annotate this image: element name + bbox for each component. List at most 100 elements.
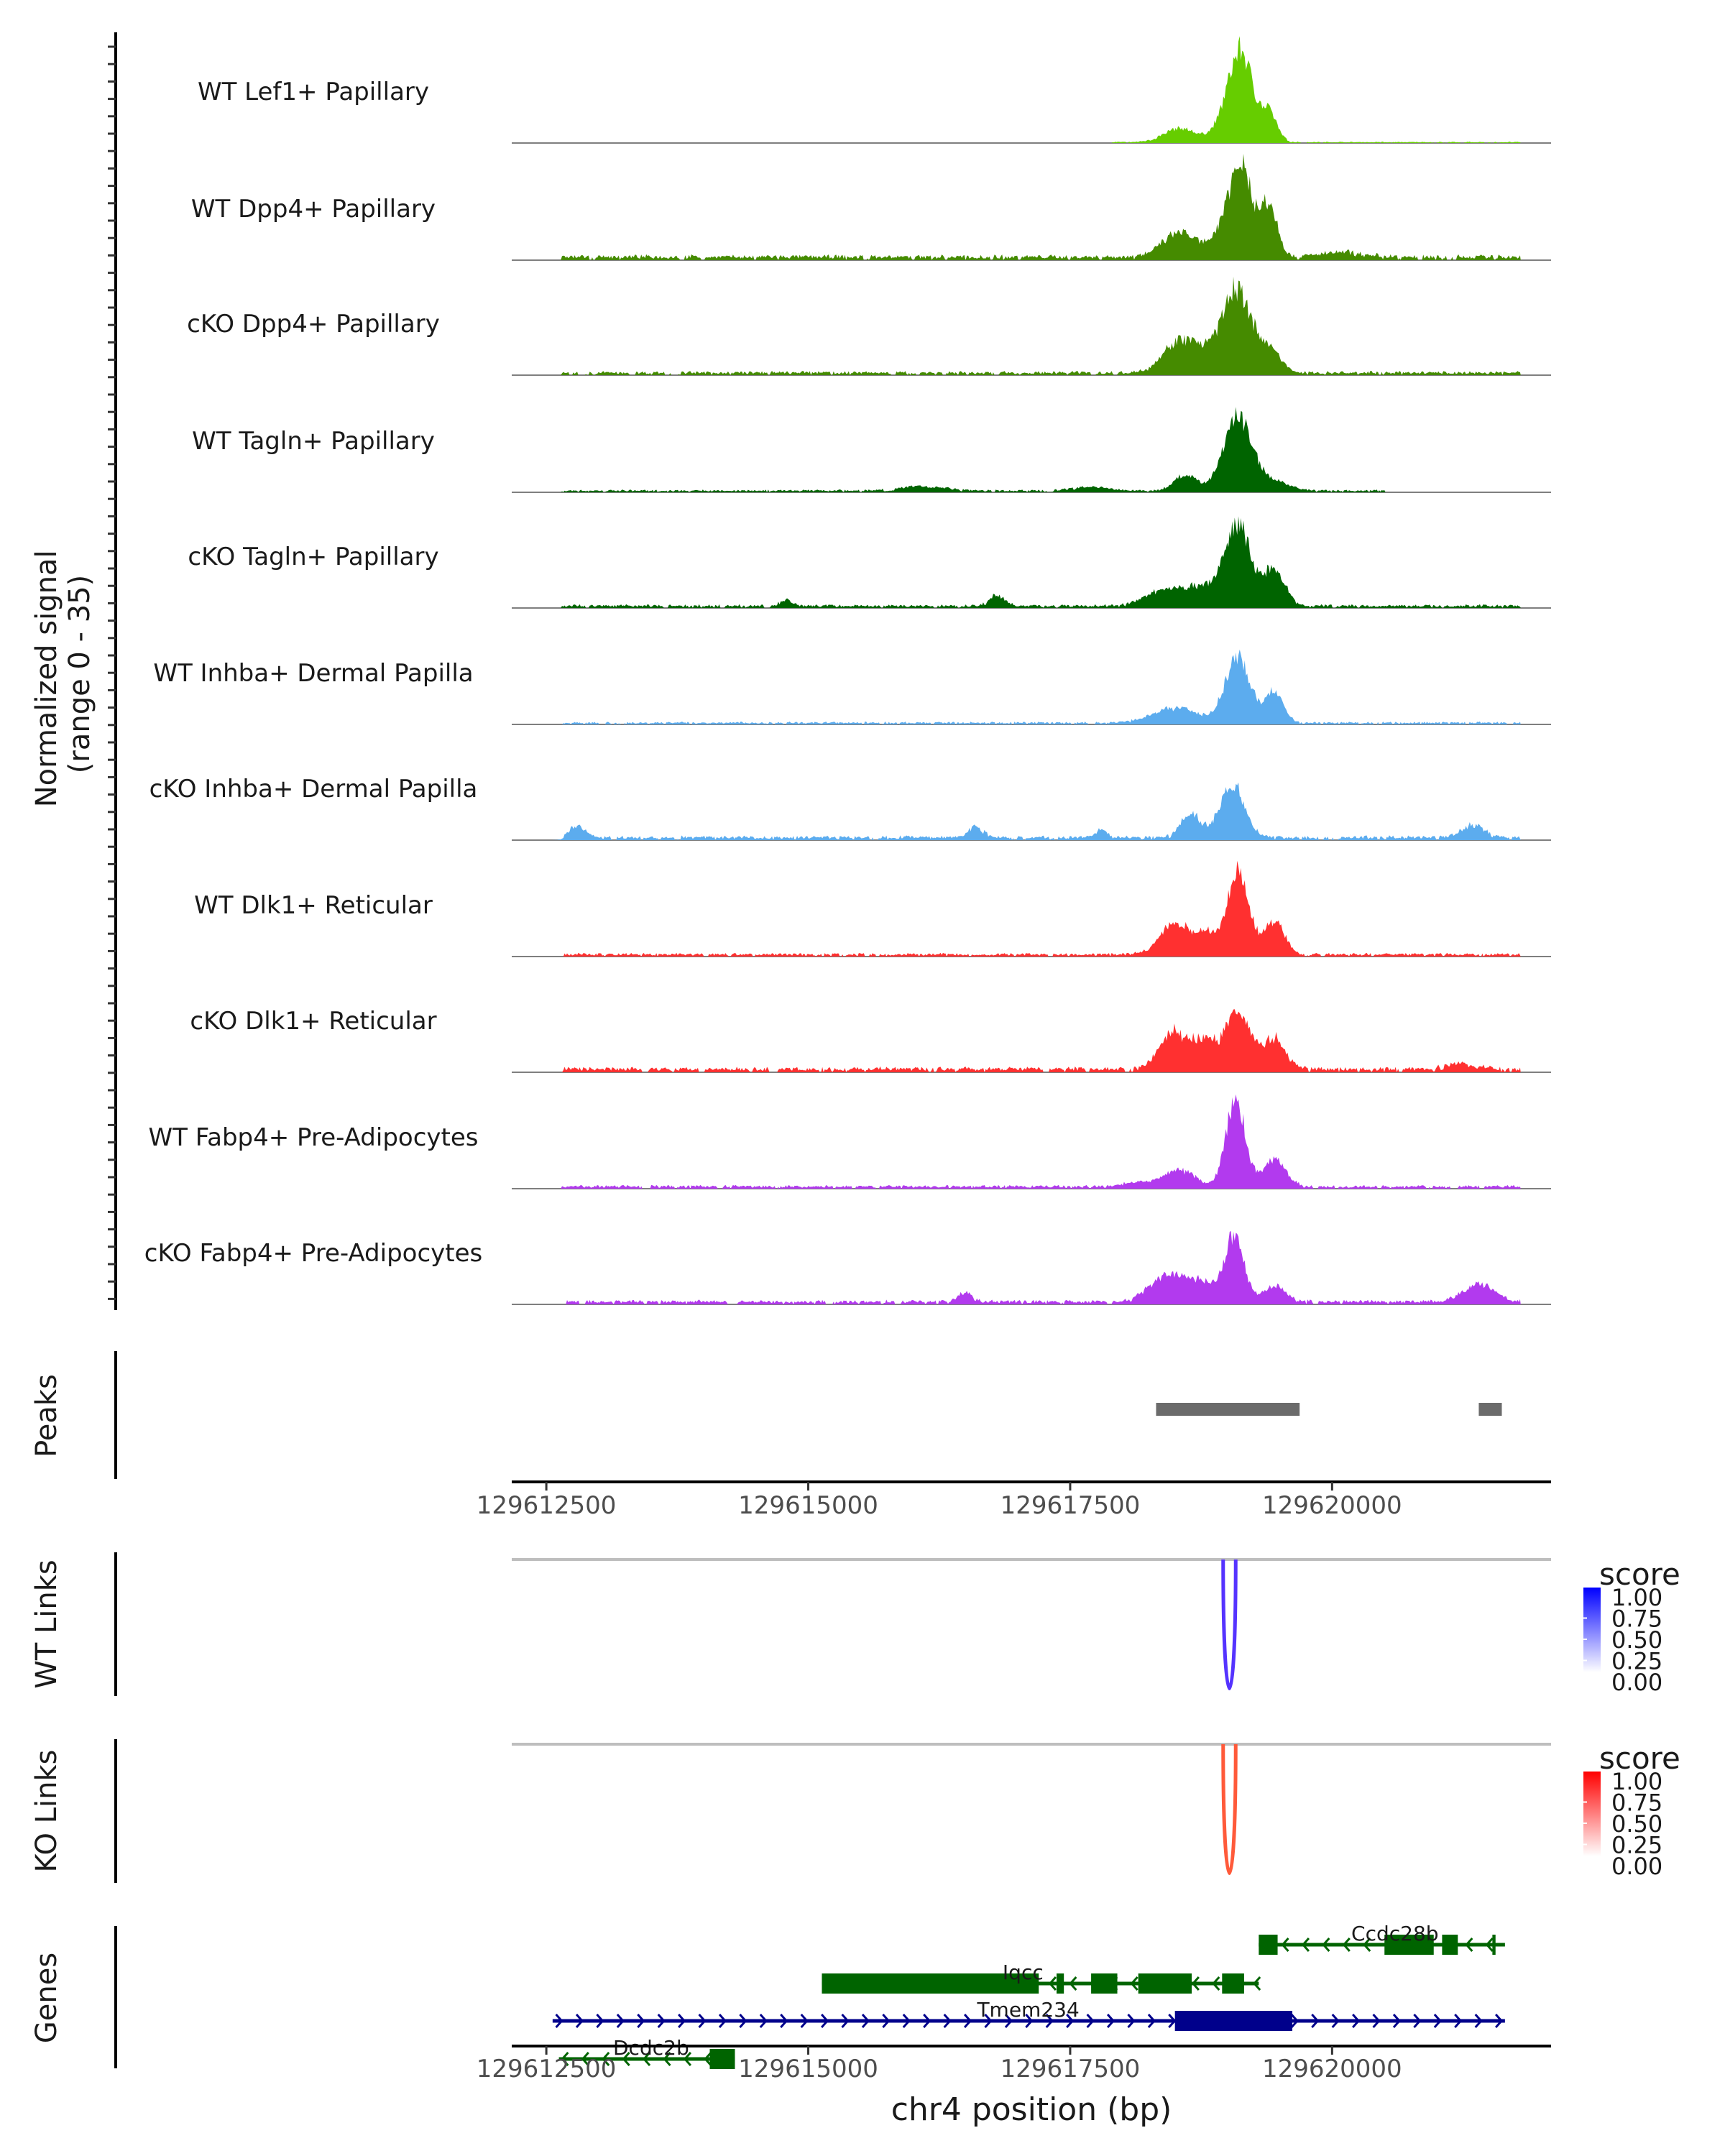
track-label: cKO Dpp4+ Papillary bbox=[187, 310, 440, 338]
legend-label: 0.00 bbox=[1611, 1853, 1662, 1880]
strand-arrow-icon bbox=[704, 2052, 712, 2066]
strand-arrow-icon bbox=[943, 2014, 952, 2028]
signal-y-label: Normalized signal (range 0 - 35) bbox=[30, 541, 96, 808]
strand-arrow-icon bbox=[1212, 1976, 1220, 1991]
genes-track: Ccdc28b Iqcc Tmem234 Dcdc2b bbox=[552, 1922, 1505, 2069]
strand-arrow-icon bbox=[1465, 1938, 1473, 1952]
legend-label: 0.25 bbox=[1611, 1832, 1662, 1859]
strand-arrow-icon bbox=[1342, 1938, 1351, 1952]
gene-exon bbox=[1056, 1973, 1064, 1994]
strand-arrow-icon bbox=[596, 2014, 604, 2028]
strand-arrow-icon bbox=[718, 2014, 727, 2028]
strand-arrow-icon bbox=[841, 2014, 850, 2028]
strand-arrow-icon bbox=[1253, 1976, 1261, 1991]
legend-label: 0.25 bbox=[1611, 1648, 1662, 1675]
strand-arrow-icon bbox=[1290, 2014, 1299, 2028]
strand-arrow-icon bbox=[1301, 1938, 1310, 1952]
track-signal-area bbox=[512, 407, 1521, 492]
track-11: cKO Fabp4+ Pre-Adipocytes bbox=[144, 1230, 1551, 1305]
track-9: cKO Dlk1+ Reticular bbox=[190, 1007, 1551, 1073]
track-label: WT Dpp4+ Papillary bbox=[191, 195, 436, 224]
strand-arrow-icon bbox=[759, 2014, 768, 2028]
ko-score-legend: score 1.000.750.500.250.00 bbox=[1583, 1741, 1680, 1880]
strand-arrow-icon bbox=[1086, 2014, 1095, 2028]
track-signal-area bbox=[512, 782, 1521, 840]
strand-arrow-icon bbox=[1130, 1976, 1138, 1991]
strand-arrow-icon bbox=[800, 2014, 809, 2028]
gene-exon bbox=[1442, 1935, 1458, 1955]
strand-arrow-icon bbox=[602, 2052, 610, 2066]
gene-exon bbox=[1259, 1935, 1278, 1955]
wt-links-label: WT Links bbox=[30, 1560, 63, 1688]
track-10: WT Fabp4+ Pre-Adipocytes bbox=[149, 1094, 1551, 1189]
strand-arrow-icon bbox=[1106, 2014, 1116, 2028]
strand-arrow-icon bbox=[663, 2052, 671, 2066]
gene-name-label: Dcdc2b bbox=[613, 2036, 689, 2060]
strand-arrow-icon bbox=[643, 2052, 651, 2066]
ko-legend-title: score bbox=[1599, 1741, 1680, 1776]
x-tick-label: 129617500 bbox=[1000, 1491, 1141, 1520]
gene-name-label: Ccdc28b bbox=[1351, 1922, 1439, 1945]
link-arc bbox=[1221, 1559, 1238, 1690]
link-arc bbox=[1221, 1743, 1238, 1875]
ko-links-label: KO Links bbox=[30, 1750, 63, 1873]
gene-tmem234: Tmem234 bbox=[552, 1998, 1505, 2031]
gene-ccdc28b: Ccdc28b bbox=[1259, 1922, 1505, 1955]
gene-exon bbox=[1222, 1973, 1244, 1994]
gene-exon bbox=[822, 1973, 1039, 1994]
track-signal-area bbox=[512, 1094, 1521, 1189]
strand-arrow-icon bbox=[882, 2014, 891, 2028]
strand-arrow-icon bbox=[1331, 2014, 1340, 2028]
strand-arrow-icon bbox=[1048, 1976, 1057, 1991]
ko-links-track bbox=[1221, 1743, 1238, 1875]
track-5: cKO Tagln+ Papillary bbox=[188, 516, 1551, 609]
strand-arrow-icon bbox=[622, 2052, 630, 2066]
strand-arrow-icon bbox=[1454, 2014, 1463, 2028]
strand-arrow-icon bbox=[581, 2052, 589, 2066]
strand-arrow-icon bbox=[1191, 1976, 1200, 1991]
strand-arrow-icon bbox=[561, 2052, 569, 2066]
strand-arrow-icon bbox=[1127, 2014, 1136, 2028]
track-label: cKO Dlk1+ Reticular bbox=[190, 1007, 436, 1036]
track-label: cKO Inhba+ Dermal Papilla bbox=[150, 775, 478, 803]
x-tick-label: 129620000 bbox=[1262, 1491, 1402, 1520]
legend-label: 1.00 bbox=[1611, 1584, 1662, 1611]
track-label: cKO Fabp4+ Pre-Adipocytes bbox=[144, 1239, 483, 1268]
x-tick-label: 129617500 bbox=[1000, 2055, 1141, 2083]
track-label: WT Fabp4+ Pre-Adipocytes bbox=[149, 1123, 479, 1152]
strand-arrow-icon bbox=[1363, 1938, 1371, 1952]
track-signal-area bbox=[512, 1230, 1521, 1304]
x-axis-title: chr4 position (bp) bbox=[891, 2091, 1172, 2128]
legend-label: 0.00 bbox=[1611, 1669, 1662, 1696]
x-tick-label: 129612500 bbox=[477, 2055, 617, 2083]
track-signal-area bbox=[512, 649, 1521, 724]
gene-exon bbox=[1138, 1973, 1192, 1994]
strand-arrow-icon bbox=[963, 2014, 972, 2028]
gene-name-label: Tmem234 bbox=[976, 1998, 1079, 2022]
track-signal-area bbox=[512, 516, 1521, 608]
strand-arrow-icon bbox=[1147, 2014, 1156, 2028]
legend-label: 0.50 bbox=[1611, 1810, 1662, 1838]
wt-score-legend: score 1.000.750.500.250.00 bbox=[1583, 1557, 1680, 1696]
legend-label: 0.50 bbox=[1611, 1626, 1662, 1654]
x-axis-upper: 129612500 129615000 129617500 129620000 bbox=[477, 1482, 1402, 1520]
strand-arrow-icon bbox=[902, 2014, 911, 2028]
x-tick-label: 129615000 bbox=[738, 2055, 878, 2083]
track-label: WT Tagln+ Papillary bbox=[192, 427, 435, 456]
signal-axis-ticks bbox=[108, 45, 116, 1300]
strand-arrow-icon bbox=[555, 2014, 564, 2028]
signal-y-label-line1: Normalized signal bbox=[30, 550, 63, 807]
peak-region bbox=[1478, 1403, 1502, 1416]
gene-iqcc: Iqcc bbox=[822, 1961, 1261, 1994]
strand-arrow-icon bbox=[575, 2014, 584, 2028]
track-label: cKO Tagln+ Papillary bbox=[188, 543, 438, 571]
strand-arrow-icon bbox=[1352, 2014, 1361, 2028]
strand-arrow-icon bbox=[1281, 1938, 1289, 1952]
track-label: WT Lef1+ Papillary bbox=[198, 78, 429, 106]
strand-arrow-icon bbox=[1311, 2014, 1320, 2028]
strand-arrow-icon bbox=[1413, 2014, 1422, 2028]
gene-exon bbox=[709, 2049, 735, 2069]
ko-legend-colorbar bbox=[1583, 1772, 1601, 1856]
track-label: WT Inhba+ Dermal Papilla bbox=[153, 659, 473, 688]
